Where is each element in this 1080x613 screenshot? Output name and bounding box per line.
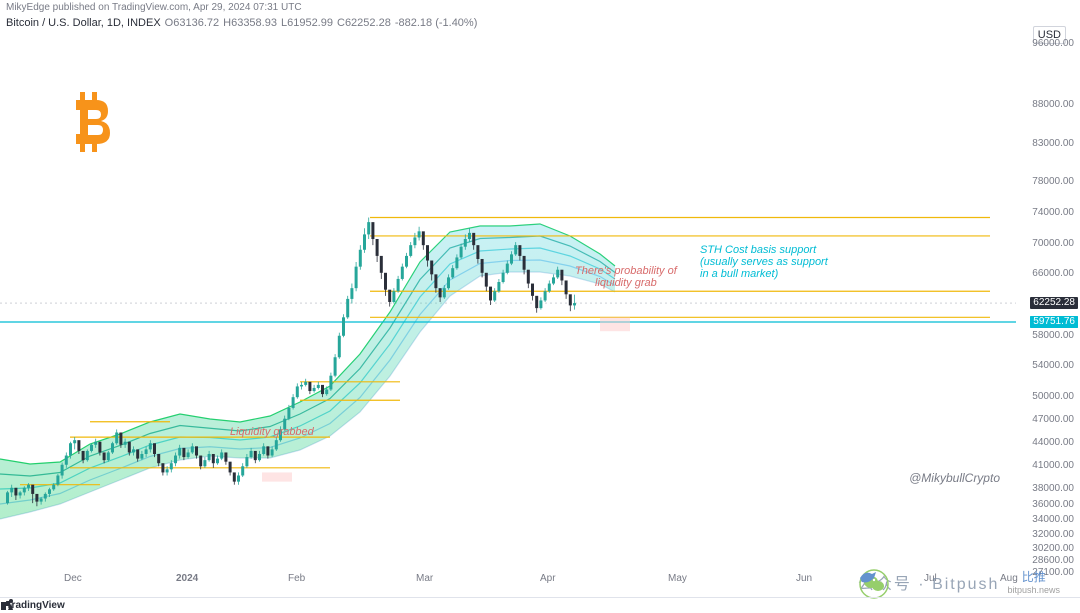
bitpush-icon (858, 568, 878, 588)
author-handle: @MikybullCrypto (909, 471, 1000, 485)
change-value: -882.18 (-1.40%) (395, 17, 478, 29)
tradingview-logo: TradingView (6, 600, 65, 611)
footer: TradingView (0, 597, 1080, 613)
annotation-liquidity-grabbed: Liquidity grabbed (230, 426, 314, 438)
watermark: 公众号 · Bitpush 比推 bitpush.news (858, 568, 1060, 595)
tv-icon (0, 598, 14, 612)
chart-area[interactable] (0, 44, 1016, 573)
publish-header: MikyEdge published on TradingView.com, A… (0, 0, 1080, 15)
symbol-pair: Bitcoin / U.S. Dollar, 1D, INDEX (6, 17, 161, 29)
price-axis: 96000.0088000.0083000.0078000.0074000.00… (1016, 44, 1080, 573)
symbol-bar: Bitcoin / U.S. Dollar, 1D, INDEX O63136.… (0, 15, 1080, 31)
chart-svg (0, 44, 1016, 573)
annotation-liquidity-grab-prob: There's probability ofliquidity grab (575, 265, 677, 289)
annotation-sth-support: STH Cost basis support(usually serves as… (700, 244, 828, 280)
